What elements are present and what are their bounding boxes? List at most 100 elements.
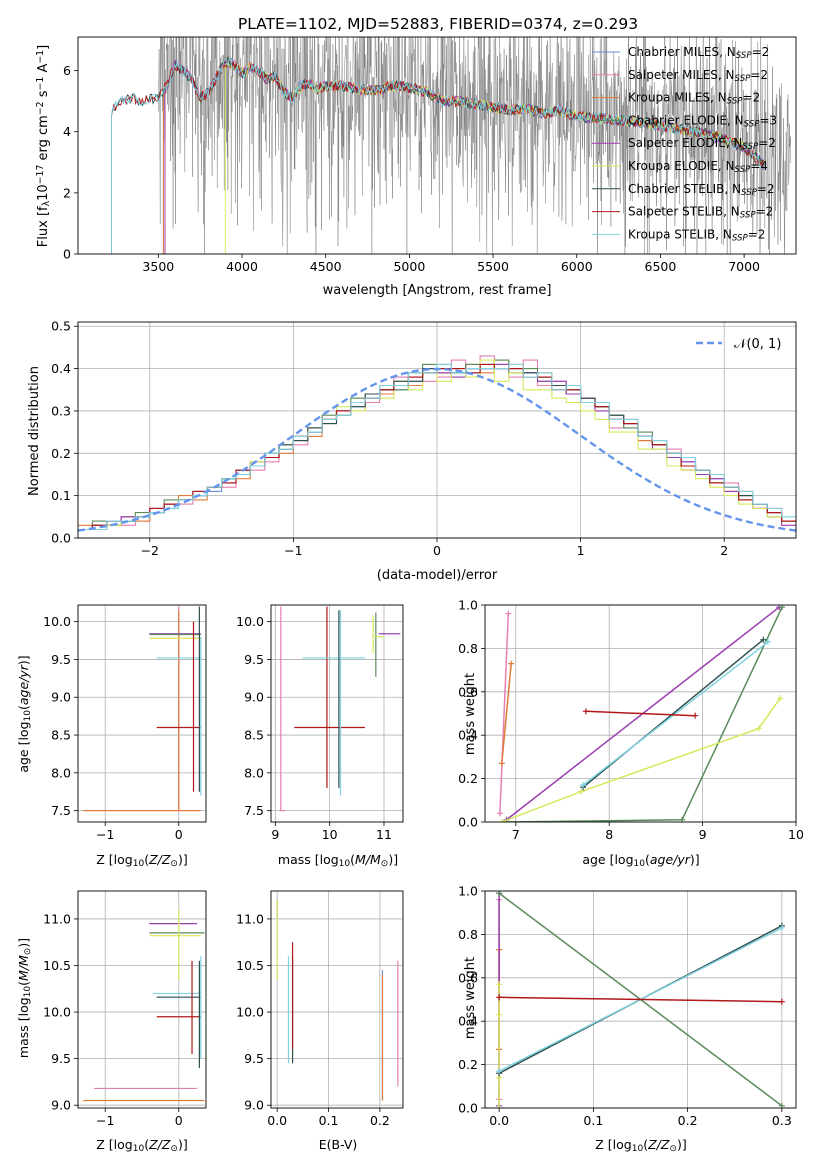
plot-area <box>111 37 792 254</box>
label-part: age/yr <box>650 852 691 867</box>
x-tick-label: 5000 <box>393 259 425 274</box>
series-marker <box>496 1068 503 1075</box>
label-part: ⊙ <box>170 859 178 869</box>
x-axis-label: E(B-V) <box>319 1137 358 1152</box>
legend-entry: Kroupa MILES, NSSP=2 <box>628 91 760 107</box>
label-part: )] <box>388 852 398 867</box>
label-part: age [log <box>16 721 31 772</box>
label-part: Salpeter ELODIE, N <box>628 136 742 150</box>
x-tick-label: 8 <box>605 827 613 842</box>
label-part: mass [log <box>16 997 31 1058</box>
label-part: 10 <box>133 859 145 869</box>
axes-frame <box>270 890 404 1109</box>
y-tick-label: 0.2 <box>458 771 478 786</box>
y-tick-label: 0.3 <box>51 403 71 418</box>
axes-frame <box>77 321 797 539</box>
y-tick-label: 0.0 <box>458 815 478 830</box>
label-part: SSP <box>727 97 744 107</box>
plot-area <box>83 606 202 812</box>
label-part: Kroupa ELODIE, N <box>628 159 735 173</box>
series-marker <box>496 810 503 817</box>
series-marker <box>496 981 503 988</box>
y-tick-label: 0.0 <box>458 1101 478 1116</box>
axes-mass-vs-Z: −1 09.09.510.010.511.0Z [log10(Z/Z⊙)]mass… <box>16 890 207 1154</box>
label-part: 10 <box>632 1144 644 1154</box>
label-part: erg cm <box>36 115 51 164</box>
axes-massweight-vs-Z: 0.0 0.1 0.2 0.3 0.0 0.2 0.4 0.6 0.8 1.0 Z [log10(Z… <box>458 884 797 1154</box>
label-part: 10 <box>36 184 51 201</box>
x-tick-label: 9 <box>699 827 707 842</box>
y-tick-label: 9.5 <box>244 1051 264 1066</box>
y-tick-label: 10.5 <box>236 958 264 973</box>
y-tick-label: 9.5 <box>51 1051 71 1066</box>
x-tick-label: 4000 <box>226 259 258 274</box>
label-part: 10 <box>634 859 646 869</box>
series-marker <box>498 819 505 822</box>
label-part: =3 <box>759 113 777 127</box>
x-tick-label: 3500 <box>142 259 174 274</box>
figure-title: PLATE=1102, MJD=52883, FIBERID=0374, z=0… <box>238 15 638 33</box>
x-tick-label: −1 <box>284 543 302 558</box>
normal-curve <box>78 367 796 532</box>
y-tick-label: 9.5 <box>51 652 71 667</box>
y-tick-label: 0.2 <box>458 1057 478 1072</box>
y-tick-label: 9.0 <box>51 1098 71 1113</box>
label-part: )] <box>178 852 188 867</box>
label-part: Chabrier STELIB, N <box>628 182 741 196</box>
label-part: =2 <box>758 136 776 150</box>
y-tick-label: 8.5 <box>244 728 264 743</box>
x-tick-label: 6000 <box>561 259 593 274</box>
label-part: )] <box>690 852 700 867</box>
axes-frame <box>484 604 797 823</box>
series-line <box>501 663 512 764</box>
label-part: =2 <box>750 68 768 82</box>
legend-entry: Chabrier ELODIE, NSSP=3 <box>628 113 777 129</box>
x-tick-label: −1 <box>96 1113 114 1128</box>
label-part: ( <box>16 705 31 710</box>
y-tick-label: 11.0 <box>236 911 264 926</box>
label-part: 10 <box>133 1144 145 1154</box>
y-tick-label: 9.0 <box>244 690 264 705</box>
label-part: age/yr <box>16 664 31 705</box>
label-part: SSP <box>740 211 757 221</box>
x-tick-label: 2 <box>720 543 728 558</box>
x-tick-label: −2 <box>141 543 159 558</box>
y-tick-label: 8.0 <box>51 765 71 780</box>
legend-entry: Salpeter MILES, NSSP=2 <box>628 68 768 84</box>
label-part: mass [log <box>278 852 339 867</box>
series-marker <box>764 638 771 645</box>
x-tick-label: 11 <box>376 827 392 842</box>
y-tick-label: 10.0 <box>236 1005 264 1020</box>
series-marker <box>496 1105 503 1108</box>
legend-entry: 𝒩(0, 1) <box>734 337 781 352</box>
y-tick-label: 8.5 <box>51 728 71 743</box>
label-part: SSP <box>735 74 752 84</box>
legend-entry: Chabrier MILES, NSSP=2 <box>628 45 769 61</box>
y-tick-label: 9.0 <box>244 1098 264 1113</box>
y-tick-label: 0 <box>63 247 71 262</box>
x-tick-label: 9 <box>271 827 279 842</box>
label-part: ( <box>643 1137 648 1152</box>
series-line <box>501 697 781 822</box>
label-part: Z [log <box>595 1137 631 1152</box>
label-part: Chabrier MILES, N <box>628 45 736 59</box>
x-tick-label: 10 <box>788 827 804 842</box>
label-part: SSP <box>741 188 758 198</box>
label-part: )] <box>178 1137 188 1152</box>
plot-area <box>276 900 399 1101</box>
series-marker <box>755 725 762 732</box>
label-part: Kroupa STELIB, N <box>628 227 732 241</box>
x-tick-label: 7000 <box>728 259 760 274</box>
label-part: =2 <box>757 182 775 196</box>
series-marker <box>777 695 784 702</box>
y-tick-label: 0.2 <box>51 446 71 461</box>
y-axis-label: mass weight <box>463 957 478 1039</box>
axes-mass-vs-EBV: 0.0 0.1 0.2 9.0 9.5 10.0 10.5 11.0 E(B-V) <box>236 890 404 1152</box>
x-tick-label: 0 <box>175 1113 183 1128</box>
x-tick-label: 0.3 <box>772 1113 792 1128</box>
series-marker <box>498 760 505 767</box>
label-part: −1 <box>35 77 46 91</box>
label-part: λ <box>41 200 52 206</box>
